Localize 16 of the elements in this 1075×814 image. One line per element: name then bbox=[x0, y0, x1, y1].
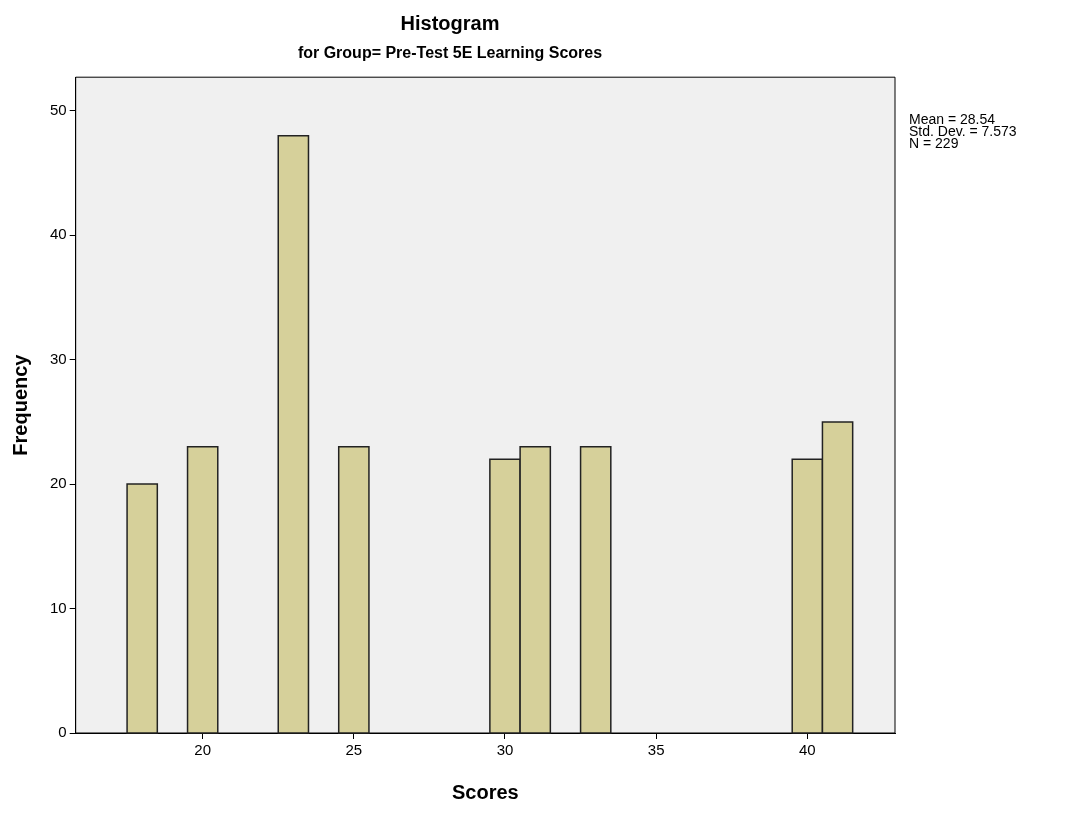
y-tick-label: 40 bbox=[50, 225, 67, 243]
y-tick-label: 0 bbox=[58, 723, 67, 741]
x-tick-label: 40 bbox=[798, 741, 816, 759]
y-axis-title: Frequency bbox=[8, 353, 31, 456]
y-tick-label: 30 bbox=[50, 349, 67, 367]
chart-title: Histogram bbox=[400, 11, 500, 34]
text: N = 229 bbox=[909, 135, 959, 152]
x-tick-label: 35 bbox=[647, 741, 665, 759]
x-tick-label: 20 bbox=[194, 741, 212, 759]
x-tick-label: 30 bbox=[496, 741, 514, 759]
x-axis-title: Scores bbox=[451, 780, 519, 803]
chart-subtitle: for Group= Pre-Test 5E Learning Scores bbox=[297, 44, 603, 62]
y-tick-label: 20 bbox=[50, 474, 67, 492]
x-tick-label: 25 bbox=[345, 741, 363, 759]
y-tick-label: 50 bbox=[50, 100, 67, 118]
y-tick-label: 10 bbox=[50, 598, 67, 616]
